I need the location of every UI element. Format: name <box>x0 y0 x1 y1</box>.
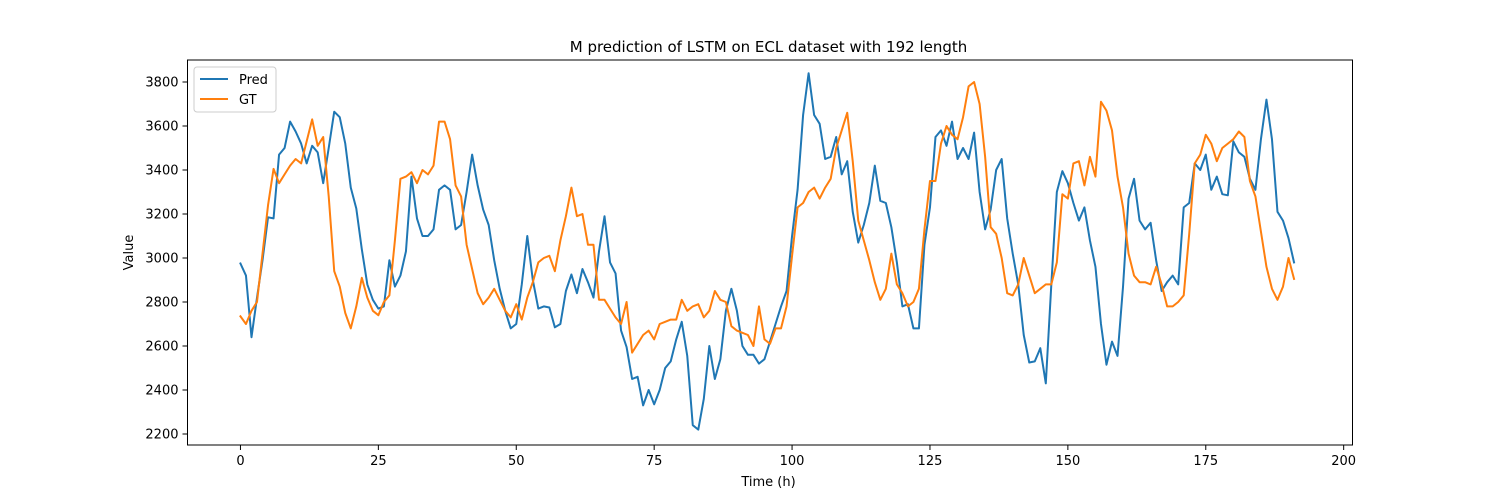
series-line-pred <box>239 72 1296 431</box>
chart-title: M prediction of LSTM on ECL dataset with… <box>570 38 968 56</box>
x-tick-label: 50 <box>508 454 525 469</box>
y-tick-label: 3200 <box>145 208 178 223</box>
x-tick-label: 75 <box>646 454 663 469</box>
series-layer <box>239 72 1296 431</box>
y-tick-label: 3400 <box>145 164 178 179</box>
y-tick-label: 3600 <box>145 120 178 135</box>
y-tick-label: 3000 <box>145 252 178 267</box>
series-line-gt <box>239 81 1296 354</box>
x-tick-label: 200 <box>1331 454 1356 469</box>
x-tick-label: 150 <box>1055 454 1080 469</box>
y-tick-label: 2200 <box>145 428 178 443</box>
x-tick-label: 0 <box>236 454 244 469</box>
y-axis-label: Value <box>122 235 137 271</box>
legend-label-gt: GT <box>239 93 257 108</box>
plot-frame <box>187 59 1353 446</box>
legend-label-pred: Pred <box>239 73 268 88</box>
x-axis-label: Time (h) <box>740 475 795 490</box>
x-axis: 0 25 50 75 100 125 150 175 200 <box>236 445 1356 469</box>
y-tick-label: 2600 <box>145 340 178 355</box>
x-tick-label: 100 <box>780 454 805 469</box>
x-tick-label: 175 <box>1193 454 1218 469</box>
y-tick-label: 3800 <box>145 76 178 91</box>
y-tick-label: 2400 <box>145 384 178 399</box>
y-tick-label: 2800 <box>145 296 178 311</box>
y-axis: 2200 2400 2600 2800 3000 3200 3400 3600 3800 <box>145 76 188 443</box>
x-tick-label: 125 <box>918 454 943 469</box>
x-tick-label: 25 <box>370 454 387 469</box>
legend: Pred GT <box>193 66 277 113</box>
